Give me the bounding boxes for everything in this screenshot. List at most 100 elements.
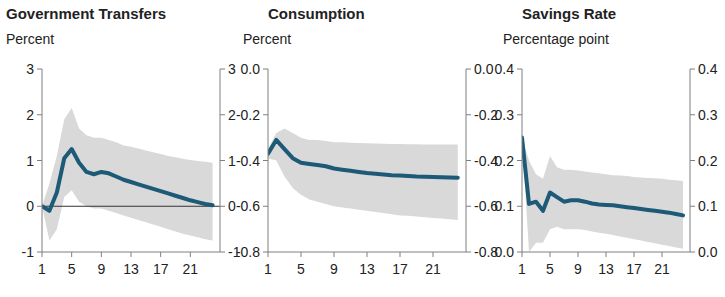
x-tick bbox=[522, 252, 523, 257]
y2-tick-label: 1 bbox=[228, 153, 236, 169]
subtitle: Percent bbox=[6, 31, 54, 47]
y-tick-label: -1 bbox=[22, 244, 35, 260]
x-tick-label: 5 bbox=[297, 261, 305, 277]
y-tick bbox=[37, 160, 42, 161]
y-tick bbox=[263, 69, 268, 70]
line bbox=[522, 138, 683, 216]
x-tick-label: 21 bbox=[654, 261, 670, 277]
subtitle: Percentage point bbox=[503, 31, 609, 47]
x-tick-label: 17 bbox=[153, 261, 169, 277]
y-tick bbox=[263, 252, 268, 253]
y2-tick bbox=[466, 69, 471, 70]
y2-tick bbox=[220, 114, 225, 115]
x-tick bbox=[160, 252, 161, 257]
subtitle: Percent bbox=[243, 31, 291, 47]
y-tick-label: -0.4 bbox=[236, 153, 260, 169]
y-tick bbox=[517, 69, 522, 70]
y2-tick-label: 0.1 bbox=[698, 198, 718, 214]
title: Consumption bbox=[268, 5, 365, 22]
y-tick bbox=[263, 206, 268, 207]
y2-tick bbox=[466, 252, 471, 253]
x-tick bbox=[42, 252, 43, 257]
x-tick-label: 9 bbox=[574, 261, 582, 277]
line bbox=[268, 140, 458, 178]
y-tick bbox=[37, 114, 42, 115]
x-tick-label: 21 bbox=[425, 261, 441, 277]
x-tick-label: 5 bbox=[546, 261, 554, 277]
y2-tick bbox=[466, 160, 471, 161]
panel: Government TransfersPercent-10123-101231… bbox=[6, 5, 241, 277]
y-tick-label: 0.3 bbox=[495, 107, 515, 123]
y-tick bbox=[517, 206, 522, 207]
y-tick-label: 2 bbox=[26, 107, 34, 123]
y-tick bbox=[517, 114, 522, 115]
title: Savings Rate bbox=[522, 5, 616, 22]
y-tick-label: -0.2 bbox=[236, 107, 260, 123]
y-tick-label: 0.4 bbox=[495, 61, 515, 77]
y-tick-label: 0.1 bbox=[495, 198, 515, 214]
x-tick-label: 1 bbox=[38, 261, 46, 277]
x-tick-label: 13 bbox=[598, 261, 614, 277]
panel: Savings Rate Percentage point 0.0 0.1 0.2 0.3… bbox=[495, 5, 718, 277]
confidence-band bbox=[42, 108, 213, 241]
x-tick bbox=[550, 252, 551, 257]
x-tick-label: 21 bbox=[183, 261, 199, 277]
plot-area bbox=[268, 128, 458, 220]
y2-tick-label: 0.0 bbox=[474, 61, 494, 77]
x-tick bbox=[334, 252, 335, 257]
x-tick-label: 17 bbox=[392, 261, 408, 277]
y-tick-label: -0.6 bbox=[236, 198, 260, 214]
y-tick-label: 0.0 bbox=[241, 61, 261, 77]
x-tick bbox=[101, 252, 102, 257]
y2-tick-label: 0.3 bbox=[698, 107, 718, 123]
x-tick-label: 17 bbox=[626, 261, 642, 277]
y2-tick bbox=[690, 206, 695, 207]
plot-area bbox=[522, 138, 683, 252]
y-tick bbox=[37, 69, 42, 70]
x-tick bbox=[190, 252, 191, 257]
y2-tick-label: 0.4 bbox=[698, 61, 718, 77]
x-tick-label: 9 bbox=[330, 261, 338, 277]
y2-tick-label: 3 bbox=[228, 61, 236, 77]
y2-tick bbox=[220, 69, 225, 70]
x-tick bbox=[400, 252, 401, 257]
x-tick bbox=[301, 252, 302, 257]
y2-tick bbox=[220, 206, 225, 207]
y-tick bbox=[263, 114, 268, 115]
y-tick-label: 3 bbox=[26, 61, 34, 77]
y2-tick bbox=[690, 252, 695, 253]
y2-tick-label: 0.0 bbox=[698, 244, 718, 260]
x-tick bbox=[433, 252, 434, 257]
y2-tick bbox=[466, 114, 471, 115]
x-tick-label: 13 bbox=[123, 261, 139, 277]
zero-line bbox=[42, 206, 220, 207]
y-tick-label: 0 bbox=[26, 198, 34, 214]
y-tick-label: 1 bbox=[26, 153, 34, 169]
y2-tick bbox=[690, 114, 695, 115]
y2-tick bbox=[690, 160, 695, 161]
confidence-band bbox=[268, 128, 458, 220]
y2-tick-label: 0.2 bbox=[698, 153, 718, 169]
x-tick bbox=[367, 252, 368, 257]
confidence-band bbox=[522, 138, 683, 252]
plot-area bbox=[42, 108, 220, 241]
x-tick-label: 5 bbox=[68, 261, 76, 277]
y2-tick-label: 0 bbox=[228, 198, 236, 214]
figure: Government TransfersPercent-10123-101231… bbox=[0, 0, 725, 297]
y2-tick bbox=[466, 206, 471, 207]
x-tick bbox=[71, 252, 72, 257]
x-tick bbox=[268, 252, 269, 257]
y-tick bbox=[37, 252, 42, 253]
x-tick-label: 9 bbox=[97, 261, 105, 277]
y-tick-label: -0.8 bbox=[236, 244, 260, 260]
y-tick bbox=[263, 160, 268, 161]
x-tick-label: 1 bbox=[264, 261, 272, 277]
y-tick-label: 0.0 bbox=[495, 244, 515, 260]
x-tick bbox=[606, 252, 607, 257]
x-tick-label: 13 bbox=[359, 261, 375, 277]
line bbox=[42, 149, 213, 211]
y-tick bbox=[517, 160, 522, 161]
y2-tick bbox=[220, 252, 225, 253]
x-tick bbox=[662, 252, 663, 257]
x-tick bbox=[131, 252, 132, 257]
